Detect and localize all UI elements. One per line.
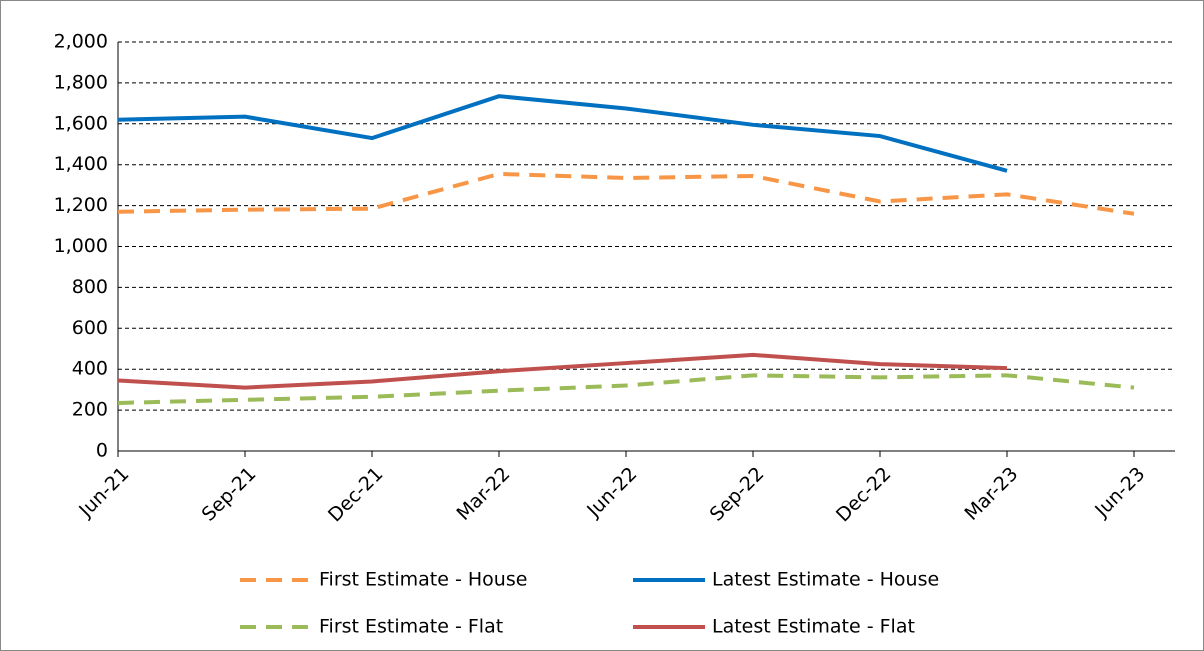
legend-label: First Estimate - House bbox=[319, 569, 527, 591]
y-tick-label: 2,000 bbox=[54, 31, 108, 53]
legend-label: First Estimate - Flat bbox=[319, 616, 503, 638]
series-line bbox=[117, 171, 1135, 216]
series-line bbox=[117, 373, 1135, 405]
y-tick-label: 400 bbox=[72, 358, 108, 380]
y-tick-label: 1,200 bbox=[54, 194, 108, 216]
y-tick-label: 200 bbox=[72, 399, 108, 421]
y-tick-label: 0 bbox=[96, 440, 108, 462]
series-line bbox=[117, 352, 1008, 390]
legend-label: Latest Estimate - Flat bbox=[712, 616, 915, 638]
y-tick-label: 1,000 bbox=[54, 235, 108, 257]
y-tick-label: 600 bbox=[72, 317, 108, 339]
y-tick-label: 1,800 bbox=[54, 71, 108, 93]
y-tick-label: 800 bbox=[72, 276, 108, 298]
y-tick-label: 1,400 bbox=[54, 153, 108, 175]
y-tick-label: 1,600 bbox=[54, 112, 108, 134]
series-line bbox=[117, 94, 1008, 173]
legend-label: Latest Estimate - House bbox=[712, 569, 939, 591]
